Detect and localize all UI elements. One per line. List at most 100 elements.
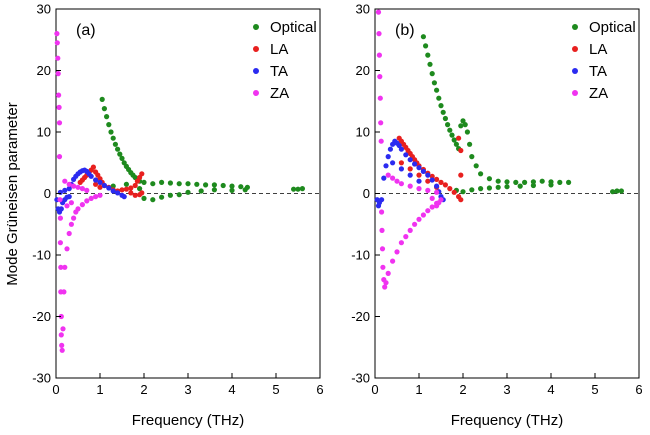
point-za-b-8 (379, 227, 385, 233)
point-optical-a-36 (159, 194, 165, 200)
y-tick-label-b-0: 0 (363, 186, 370, 201)
x-tick-label-b-3: 3 (503, 382, 510, 397)
point-la-a-27 (97, 184, 103, 190)
point-za-a-3 (55, 71, 61, 77)
point-optical-b-15 (453, 141, 459, 147)
point-la-a-15 (119, 187, 125, 193)
point-optical-a-31 (110, 183, 116, 189)
point-za-a-8 (57, 197, 63, 203)
point-za-b-34 (434, 189, 440, 195)
point-optical-b-42 (517, 183, 523, 189)
x-tick-label-b-0: 0 (371, 382, 378, 397)
point-za-a-5 (56, 104, 62, 110)
point-optical-b-45 (610, 189, 616, 195)
point-la-b-20 (458, 172, 464, 178)
point-la-a-21 (139, 171, 145, 177)
point-optical-a-5 (110, 135, 116, 141)
legend-label-optical-a: Optical (270, 19, 317, 36)
point-optical-a-24 (194, 181, 200, 187)
point-za-b-4 (377, 95, 383, 101)
point-optical-b-27 (504, 179, 510, 185)
point-la-b-16 (447, 186, 453, 192)
point-za-b-33 (425, 187, 431, 193)
legend-marker-optical-b (572, 24, 578, 30)
point-optical-a-18 (141, 179, 147, 185)
x-tick-label-b-5: 5 (591, 382, 598, 397)
x-tick-label-b-4: 4 (547, 382, 554, 397)
point-za-a-20 (64, 246, 70, 252)
point-optical-b-43 (530, 182, 537, 189)
point-optical-b-39 (486, 185, 492, 191)
point-optical-a-8 (117, 151, 123, 157)
point-za-b-9 (379, 246, 386, 252)
point-za-b-19 (407, 227, 413, 233)
point-optical-a-4 (108, 129, 114, 135)
point-optical-b-10 (442, 115, 448, 122)
point-optical-a-20 (159, 179, 165, 185)
point-optical-b-46 (614, 188, 620, 194)
point-optical-b-33 (557, 179, 563, 185)
y-tick-label-a--20: -20 (32, 309, 51, 324)
point-ta-b-26 (407, 172, 413, 178)
point-optical-a-32 (123, 181, 129, 187)
point-za-b-14 (385, 270, 391, 276)
point-ta-a-25 (121, 194, 127, 200)
point-optical-a-40 (198, 188, 204, 194)
point-za-b-29 (394, 178, 400, 184)
panel-a-legend: Optical LA TA ZA (253, 19, 317, 102)
point-ta-b-20 (434, 183, 440, 189)
point-optical-a-43 (242, 187, 248, 193)
point-la-b-19 (458, 197, 464, 203)
point-za-b-0 (375, 9, 382, 15)
legend-label-za-a: ZA (270, 85, 289, 102)
point-za-a-16 (59, 347, 65, 353)
point-optical-a-45 (295, 186, 301, 192)
legend-marker-optical-a (253, 24, 259, 30)
x-tick-label-a-5: 5 (272, 382, 279, 397)
point-ta-b-7 (387, 146, 393, 152)
legend-label-la-b: LA (589, 41, 607, 58)
point-optical-b-19 (462, 122, 468, 128)
point-optical-b-25 (486, 176, 492, 182)
legend-marker-ta-a (253, 68, 259, 74)
point-optical-b-28 (513, 179, 519, 185)
panel-b-x-axis-label: Frequency (THz) (451, 412, 564, 429)
point-ta-b-25 (398, 166, 404, 172)
point-optical-a-26 (211, 182, 217, 188)
point-optical-b-38 (478, 186, 484, 192)
legend-marker-la-a (253, 46, 259, 52)
point-optical-a-34 (141, 195, 147, 201)
legend-marker-ta-b (572, 68, 578, 74)
point-optical-b-30 (530, 179, 537, 185)
point-optical-a-27 (220, 182, 226, 189)
x-tick-label-b-2: 2 (459, 382, 466, 397)
point-optical-b-5 (431, 80, 437, 86)
point-za-b-18 (403, 234, 409, 240)
point-ta-b-4 (381, 175, 387, 181)
point-optical-a-1 (101, 106, 107, 112)
point-optical-b-34 (566, 179, 572, 185)
point-optical-b-8 (438, 103, 444, 109)
point-optical-b-6 (434, 87, 440, 93)
point-optical-a-42 (229, 187, 235, 193)
y-tick-label-a-10: 10 (37, 125, 51, 140)
point-ta-a-18 (93, 177, 99, 183)
point-optical-b-20 (464, 129, 470, 135)
point-la-b-25 (416, 172, 422, 178)
point-za-b-7 (379, 209, 385, 215)
point-za-a-35 (79, 186, 85, 192)
x-tick-label-a-2: 2 (140, 382, 147, 397)
point-la-b-26 (425, 178, 431, 184)
point-la-a-6 (90, 164, 96, 170)
point-ta-a-27 (62, 187, 68, 193)
y-tick-label-b--30: -30 (351, 371, 370, 386)
point-optical-a-46 (299, 186, 305, 192)
point-la-b-13 (434, 176, 440, 182)
legend-label-la-a: LA (270, 41, 288, 58)
point-za-a-33 (71, 183, 77, 189)
point-za-a-13 (58, 313, 64, 320)
x-tick-label-b-6: 6 (635, 382, 642, 397)
x-tick-label-a-1: 1 (96, 382, 103, 397)
point-optical-a-35 (150, 197, 156, 203)
point-ta-a-21 (106, 185, 112, 191)
